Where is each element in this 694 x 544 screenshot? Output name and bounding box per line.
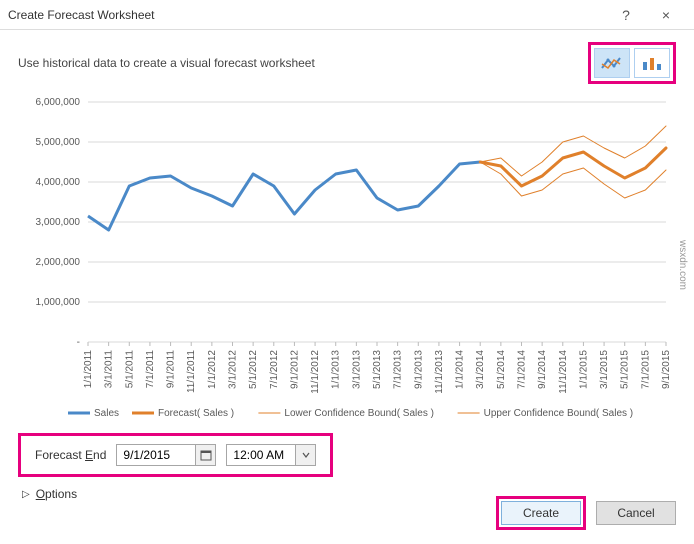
svg-text:9/1/2012: 9/1/2012 [289,350,300,389]
svg-text:5/1/2014: 5/1/2014 [496,350,507,389]
create-button[interactable]: Create [501,501,581,525]
svg-text:3,000,000: 3,000,000 [36,217,81,228]
svg-text:3/1/2012: 3/1/2012 [228,350,239,389]
svg-text:3/1/2011: 3/1/2011 [104,350,115,389]
svg-text:5/1/2015: 5/1/2015 [620,350,631,389]
options-label: Options [36,487,77,501]
svg-text:7/1/2015: 7/1/2015 [640,350,651,389]
date-input-group [116,444,216,466]
svg-text:5/1/2011: 5/1/2011 [124,350,135,389]
svg-text:9/1/2011: 9/1/2011 [166,350,177,389]
svg-text:Forecast( Sales ): Forecast( Sales ) [158,408,234,419]
expand-icon: ▷ [22,489,30,500]
svg-text:1/1/2014: 1/1/2014 [455,350,466,389]
svg-text:9/1/2013: 9/1/2013 [413,350,424,389]
subtitle-row: Use historical data to create a visual f… [18,42,676,84]
time-dropdown-button[interactable] [296,444,316,466]
svg-text:7/1/2011: 7/1/2011 [145,350,156,389]
svg-text:11/1/2014: 11/1/2014 [558,350,569,394]
svg-text:7/1/2014: 7/1/2014 [517,350,528,389]
svg-text:3/1/2014: 3/1/2014 [475,350,486,389]
svg-text:5,000,000: 5,000,000 [36,137,81,148]
window-title: Create Forecast Worksheet [8,8,606,22]
time-input-group [226,444,316,466]
svg-text:1/1/2015: 1/1/2015 [578,350,589,389]
svg-text:9/1/2015: 9/1/2015 [661,350,672,389]
help-button[interactable]: ? [606,1,646,29]
bar-chart-icon [640,54,664,72]
forecast-end-section: Forecast End [18,433,333,477]
date-picker-button[interactable] [196,444,216,466]
watermark: wsxdn.com [677,240,688,290]
svg-text:Upper Confidence Bound( Sales: Upper Confidence Bound( Sales ) [484,408,634,419]
forecast-end-label: Forecast End [35,448,106,462]
dialog-subtitle: Use historical data to create a visual f… [18,56,315,70]
chevron-down-icon [301,450,311,460]
titlebar: Create Forecast Worksheet ? × [0,0,694,30]
line-chart-icon [600,54,624,72]
cancel-button[interactable]: Cancel [596,501,676,525]
forecast-end-time-input[interactable] [226,444,296,466]
svg-text:1/1/2011: 1/1/2011 [83,350,94,389]
close-button[interactable]: × [646,1,686,29]
svg-text:-: - [77,337,80,348]
svg-text:11/1/2012: 11/1/2012 [310,350,321,394]
svg-text:1/1/2013: 1/1/2013 [331,350,342,389]
svg-text:9/1/2014: 9/1/2014 [537,350,548,389]
create-highlight: Create [496,496,586,530]
svg-text:3/1/2015: 3/1/2015 [599,350,610,389]
svg-text:Lower Confidence Bound( Sales: Lower Confidence Bound( Sales ) [284,408,434,419]
svg-text:7/1/2012: 7/1/2012 [269,350,280,389]
svg-text:Sales: Sales [94,408,119,419]
forecast-end-date-input[interactable] [116,444,196,466]
dialog-content: Use historical data to create a visual f… [0,30,694,513]
svg-text:5/1/2013: 5/1/2013 [372,350,383,389]
svg-text:4,000,000: 4,000,000 [36,177,81,188]
forecast-chart: 6,000,000 5,000,000 4,000,000 3,000,000 2,00… [18,92,676,427]
bar-chart-button[interactable] [634,48,670,78]
dialog-footer: Create Cancel [496,496,676,530]
svg-text:2,000,000: 2,000,000 [36,257,81,268]
svg-text:11/1/2013: 11/1/2013 [434,350,445,394]
svg-text:5/1/2012: 5/1/2012 [248,350,259,389]
svg-text:7/1/2013: 7/1/2013 [393,350,404,389]
chart-type-selector [588,42,676,84]
chart-svg: 6,000,000 5,000,000 4,000,000 3,000,000 2,00… [18,92,676,422]
svg-text:1,000,000: 1,000,000 [36,297,81,308]
svg-text:1/1/2012: 1/1/2012 [207,350,218,389]
line-chart-button[interactable] [594,48,630,78]
svg-text:3/1/2013: 3/1/2013 [351,350,362,389]
calendar-icon [200,449,212,461]
svg-text:11/1/2011: 11/1/2011 [186,350,197,393]
svg-text:6,000,000: 6,000,000 [36,97,81,108]
